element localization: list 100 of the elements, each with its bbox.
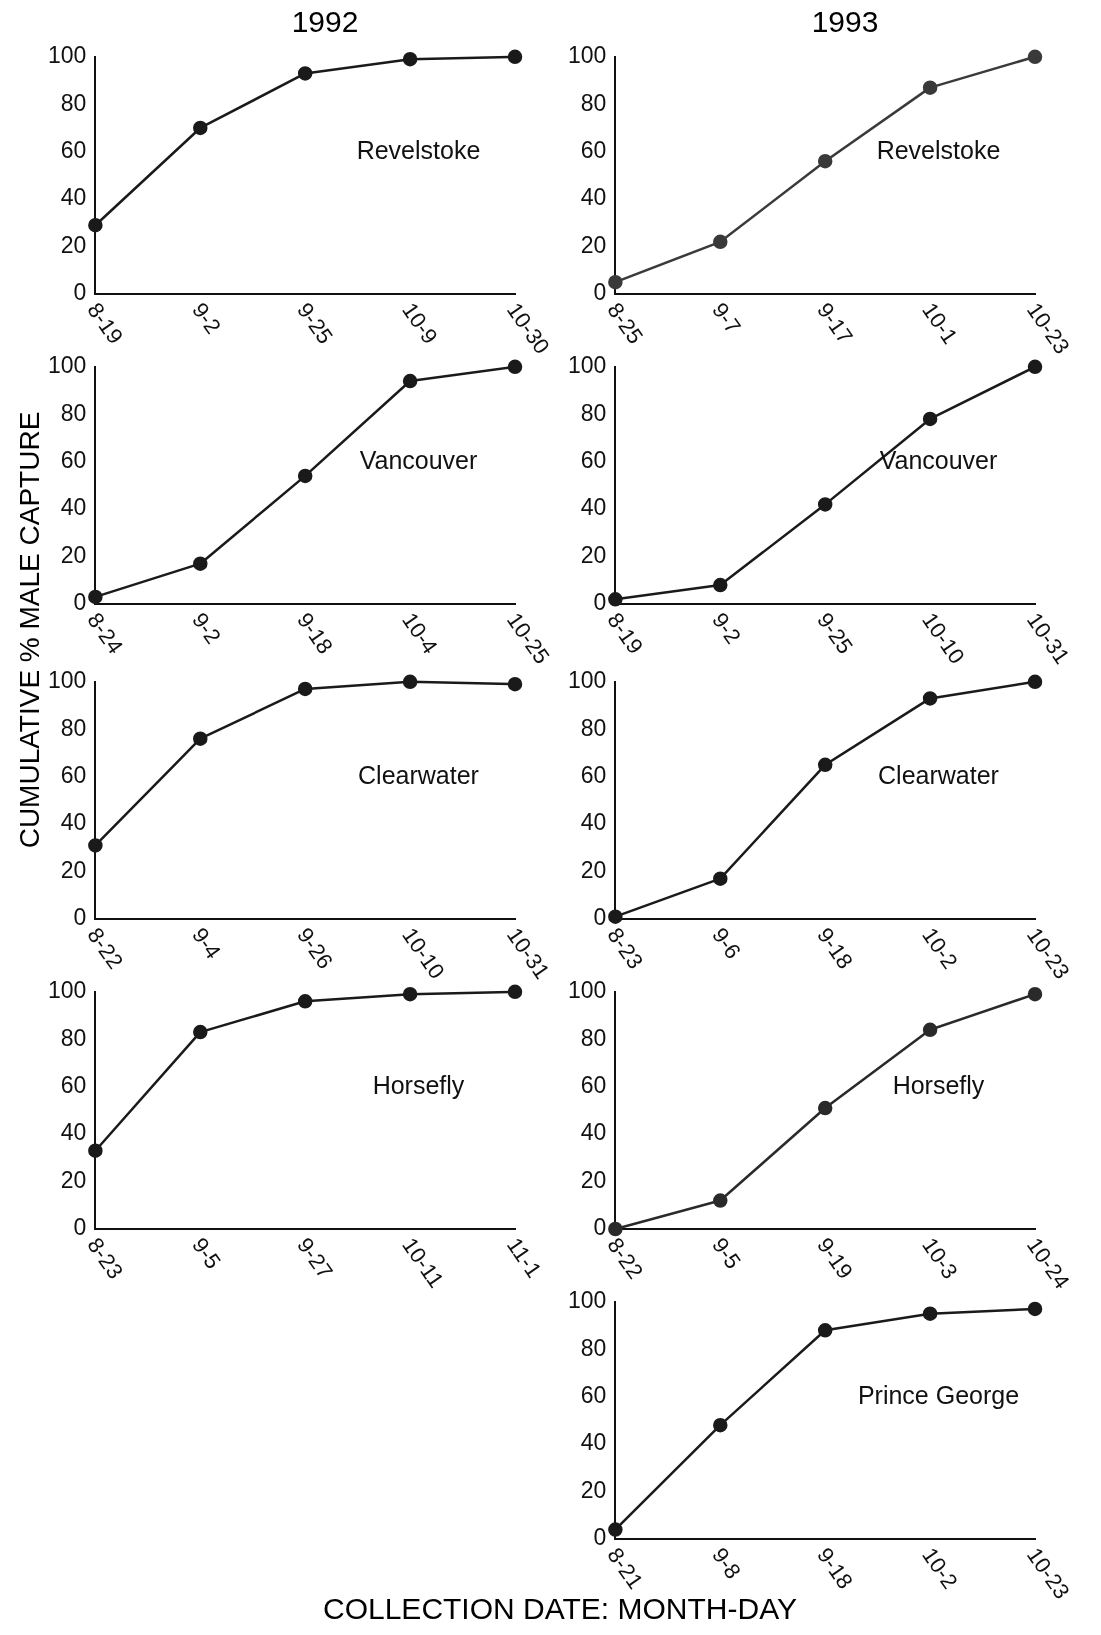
point — [922, 80, 938, 95]
point — [193, 556, 208, 571]
y-tick-label: 80 — [60, 399, 87, 426]
y-tick-label: 0 — [593, 904, 607, 931]
point — [88, 217, 103, 233]
point — [608, 909, 623, 924]
x-tick-label: 9-7 — [707, 298, 746, 339]
x-tick-label: 9-5 — [707, 1233, 746, 1274]
point — [507, 676, 523, 692]
y-tick-label: 40 — [580, 1429, 607, 1456]
y-tick-label: 80 — [60, 714, 87, 741]
point — [922, 411, 938, 427]
point — [817, 497, 833, 512]
y-tick-label: 60 — [580, 1072, 607, 1099]
y-tick-label: 100 — [48, 352, 87, 379]
point — [193, 120, 208, 136]
y-tick-label: 20 — [60, 856, 87, 883]
y-tick-label: 0 — [73, 904, 87, 931]
y-tick-label: 20 — [60, 1166, 87, 1193]
point — [507, 359, 523, 375]
y-tick-label: 40 — [580, 184, 607, 211]
point — [608, 592, 623, 607]
point — [608, 1221, 623, 1237]
point — [608, 1522, 623, 1537]
y-tick-label: 40 — [60, 809, 87, 836]
y-tick-label: 40 — [60, 494, 87, 521]
x-tick-label: 9-4 — [187, 923, 226, 964]
y-tick-label: 80 — [580, 1024, 607, 1051]
point — [1027, 674, 1043, 690]
y-tick-label: 100 — [568, 977, 607, 1004]
y-tick-label: 0 — [593, 279, 607, 306]
y-tick-label: 80 — [580, 399, 607, 426]
point — [922, 1306, 938, 1321]
point — [88, 589, 103, 605]
point — [1027, 49, 1043, 65]
point — [922, 1022, 938, 1037]
x-tick-label: 9-17 — [812, 298, 858, 349]
chart-title: 1993 — [810, 4, 880, 40]
point — [817, 153, 833, 169]
y-tick-label: 80 — [60, 1024, 87, 1051]
point — [713, 577, 728, 593]
point — [297, 468, 313, 484]
y-tick-label: 20 — [580, 1476, 607, 1503]
y-tick-label: 80 — [60, 89, 87, 116]
point — [713, 1417, 728, 1433]
annotation: Revelstoke — [356, 135, 481, 164]
chart-title: 1992 — [290, 4, 360, 40]
y-tick-label: 100 — [48, 977, 87, 1004]
y-tick-label: 0 — [73, 589, 87, 616]
point — [713, 234, 728, 250]
point — [402, 51, 418, 67]
y-axis-title: CUMULATIVE % MALE CAPTURE — [13, 411, 46, 849]
y-tick-label: 60 — [580, 762, 607, 789]
x-tick-label: 9-27 — [292, 1233, 338, 1284]
y-tick-label: 40 — [580, 494, 607, 521]
y-tick-label: 80 — [580, 1334, 607, 1361]
y-tick-label: 100 — [48, 42, 87, 69]
y-tick-label: 60 — [60, 1072, 87, 1099]
y-tick-label: 60 — [580, 1382, 607, 1409]
y-tick-label: 100 — [568, 42, 607, 69]
point — [922, 691, 938, 706]
y-tick-label: 100 — [568, 352, 607, 379]
point — [1027, 1301, 1043, 1317]
y-tick-label: 20 — [580, 541, 607, 568]
y-tick-label: 0 — [593, 1524, 607, 1551]
y-tick-label: 60 — [60, 447, 87, 474]
y-tick-label: 80 — [580, 89, 607, 116]
y-tick-label: 0 — [593, 589, 607, 616]
x-tick-label: 9-5 — [187, 1233, 226, 1274]
annotation: Horsefly — [892, 1070, 985, 1099]
annotation: Clearwater — [878, 760, 999, 789]
point — [608, 274, 623, 290]
x-axis-title: COLLECTION DATE: MONTH-DAY — [323, 1592, 797, 1626]
y-tick-label: 0 — [73, 1214, 87, 1241]
point — [507, 984, 523, 1000]
point — [1027, 986, 1043, 1002]
y-tick-label: 100 — [568, 1287, 607, 1314]
y-tick-label: 20 — [60, 541, 87, 568]
x-tick-label: 9-2 — [187, 298, 226, 339]
annotation: Horsefly — [372, 1070, 465, 1099]
y-tick-label: 80 — [580, 714, 607, 741]
point — [817, 757, 833, 773]
point — [297, 66, 313, 81]
y-tick-label: 60 — [60, 137, 87, 164]
point — [817, 1100, 833, 1116]
annotation: Clearwater — [358, 760, 479, 789]
y-tick-label: 20 — [580, 856, 607, 883]
annotation: Prince George — [857, 1380, 1020, 1409]
point — [193, 1024, 208, 1040]
y-tick-label: 40 — [580, 1119, 607, 1146]
point — [713, 1193, 728, 1208]
point — [297, 994, 313, 1009]
point — [817, 1323, 833, 1338]
y-tick-label: 20 — [580, 1166, 607, 1193]
point — [402, 986, 418, 1002]
x-tick-label: 9-6 — [707, 923, 746, 964]
point — [402, 674, 418, 690]
y-tick-label: 40 — [60, 184, 87, 211]
y-tick-label: 60 — [580, 447, 607, 474]
point — [713, 871, 728, 886]
